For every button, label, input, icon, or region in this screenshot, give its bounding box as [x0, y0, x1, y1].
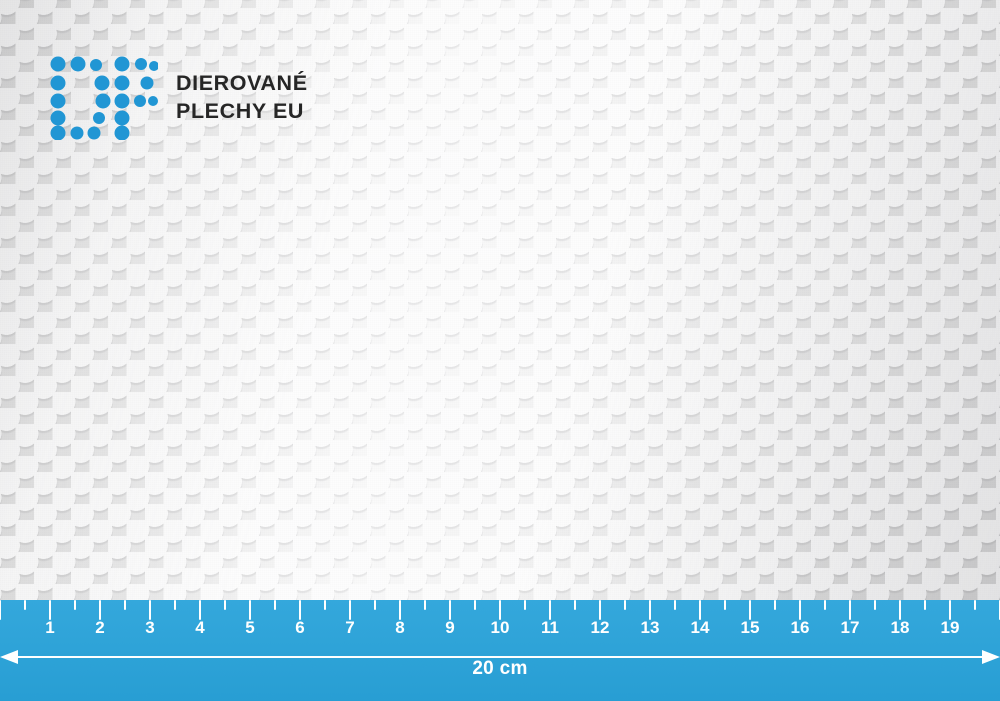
ruler-tick-major — [549, 600, 551, 620]
arrow-head-right-icon — [982, 650, 1000, 664]
ruler-tick-label: 5 — [245, 618, 255, 637]
ruler-tick-major — [699, 600, 701, 620]
ruler-tick-minor — [824, 600, 826, 610]
ruler-tick-label: 15 — [740, 618, 760, 637]
ruler-tick-minor — [124, 600, 126, 610]
ruler-tick-major — [449, 600, 451, 620]
ruler-tick-major — [599, 600, 601, 620]
ruler-tick-major — [649, 600, 651, 620]
ruler-tick-label: 2 — [95, 618, 105, 637]
brand-name-line2: PLECHY EU — [176, 99, 305, 123]
ruler-tick-minor — [274, 600, 276, 610]
ruler-tick-minor — [674, 600, 676, 610]
ruler-tick-major — [199, 600, 201, 620]
ruler-tick-major — [99, 600, 101, 620]
ruler-tick-major — [299, 600, 301, 620]
ruler-tick-minor — [424, 600, 426, 610]
ruler-tick-label: 10 — [490, 618, 510, 637]
ruler-tick-label: 7 — [345, 618, 355, 637]
brand-name-line1: DIEROVANÉ — [176, 70, 308, 95]
arrow-line — [16, 656, 984, 658]
ruler-tick-minor — [24, 600, 26, 610]
arrow-head-left-icon — [0, 650, 18, 664]
ruler-tick-minor — [224, 600, 226, 610]
ruler-tick-minor — [574, 600, 576, 610]
ruler-tick-minor — [724, 600, 726, 610]
dp-dotted-logo-icon — [46, 54, 158, 140]
ruler-tick-major — [399, 600, 401, 620]
ruler-tick-minor — [624, 600, 626, 610]
ruler-tick-label: 19 — [940, 618, 960, 637]
ruler-tick-major — [849, 600, 851, 620]
ruler-tick-major — [949, 600, 951, 620]
sheet-hole-grid-highlight — [0, 0, 1000, 601]
ruler-tick-label: 18 — [890, 618, 910, 637]
ruler-total-label: 20 cm — [472, 658, 528, 679]
ruler-tick-label: 9 — [445, 618, 455, 637]
ruler-tick-major — [799, 600, 801, 620]
brand-name: DIEROVANÉ PLECHY EU — [176, 69, 308, 126]
ruler-tick-major — [499, 600, 501, 620]
ruler-tick-minor — [974, 600, 976, 610]
ruler-tick-major — [149, 600, 151, 620]
ruler-tick-minor — [174, 600, 176, 610]
ruler-tick-label: 14 — [690, 618, 710, 637]
ruler-tick-label: 16 — [790, 618, 810, 637]
ruler-tick-marks: 1 2 3 4 5 6 7 8 9 10 11 12 13 14 15 16 17 18 19 — [0, 600, 1000, 644]
ruler-tick-major — [349, 600, 351, 620]
brand-logo[interactable]: DIEROVANÉ PLECHY EU — [46, 54, 308, 140]
ruler-tick-minor — [524, 600, 526, 610]
ruler-tick-label: 11 — [541, 618, 559, 637]
ruler-tick-major — [249, 600, 251, 620]
ruler-tick-label: 17 — [840, 618, 860, 637]
ruler-tick-minor — [374, 600, 376, 610]
ruler-tick-major — [899, 600, 901, 620]
ruler-tick-minor — [874, 600, 876, 610]
ruler-tick-label: 13 — [640, 618, 660, 637]
ruler-tick-label: 8 — [395, 618, 405, 637]
ruler-tick-minor — [474, 600, 476, 610]
ruler-tick-edge — [0, 600, 1, 620]
scale-ruler: 1 2 3 4 5 6 7 8 9 10 11 12 13 14 15 16 17 18 19 20 cm — [0, 600, 1000, 701]
ruler-tick-minor — [74, 600, 76, 610]
ruler-tick-minor — [324, 600, 326, 610]
ruler-dimension-arrow — [0, 650, 1000, 664]
ruler-tick-major — [749, 600, 751, 620]
ruler-tick-minor — [924, 600, 926, 610]
ruler-tick-label: 1 — [45, 618, 55, 637]
ruler-tick-minor — [774, 600, 776, 610]
ruler-tick-label: 3 — [145, 618, 155, 637]
ruler-tick-label: 6 — [295, 618, 305, 637]
ruler-tick-label: 12 — [590, 618, 610, 637]
ruler-tick-major — [49, 600, 51, 620]
ruler-tick-label: 4 — [195, 618, 205, 637]
